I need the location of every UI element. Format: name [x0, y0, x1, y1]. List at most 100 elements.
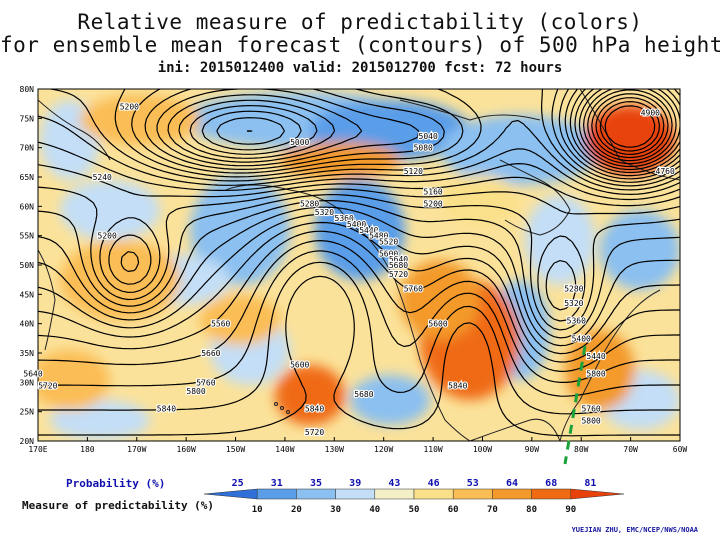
lat-label: 80N [20, 85, 35, 94]
colorbar: 25 31 35 39 43 46 53 64 68 81 10 20 30 40 50 60 70 80 90 [203, 478, 625, 515]
contour-label: 5000 [290, 138, 309, 147]
contour-line [599, 101, 660, 152]
contour-label: 5760 [581, 405, 600, 414]
height-contours [38, 89, 680, 437]
lon-label: 90W [525, 445, 540, 454]
contour-label: 5520 [379, 238, 398, 247]
probability-tick: 68 [545, 478, 557, 489]
probability-title: Probability (%) [66, 477, 166, 490]
lon-label: 70W [623, 445, 638, 454]
lat-label: 60N [20, 202, 35, 211]
title-line-3: ini: 2015012400 valid: 2015012700 fcst: … [157, 60, 563, 76]
contour-line [156, 89, 680, 177]
contour-label: 5840 [157, 405, 176, 414]
contour-line [38, 186, 680, 322]
lon-label: 180 [80, 445, 95, 454]
contour-line [38, 250, 680, 397]
lat-label: 55N [20, 232, 35, 241]
colorbar-segment [203, 488, 258, 500]
contour-line [38, 221, 680, 363]
contour-label: 5440 [359, 226, 378, 235]
contour-line [38, 275, 680, 437]
contour-label: 5120 [404, 167, 423, 176]
contour-line [201, 89, 677, 165]
contour-label: 5760 [404, 284, 423, 293]
lon-label: 110W [423, 445, 442, 454]
contour-line [144, 89, 680, 180]
measure-title: Measure of predictability (%) [22, 499, 215, 512]
contour-line [38, 261, 680, 415]
contour-label: 5240 [93, 173, 112, 182]
lon-label: 160W [177, 445, 196, 454]
contour-label: 5160 [423, 188, 442, 197]
contour-label: 5280 [300, 199, 319, 208]
contour-line [38, 164, 680, 311]
colorbar-segment [413, 488, 454, 500]
lon-label: 80W [574, 445, 589, 454]
contour-line [38, 200, 680, 339]
credit-text: YUEJIAN ZHU, EMC/NCEP/NWS/NOAA [571, 526, 698, 534]
contour-label: 5660 [201, 349, 220, 358]
contour-label: 5720 [389, 270, 408, 279]
probability-tick: 64 [506, 478, 518, 489]
colorbar-segment [374, 488, 415, 500]
lon-label: 130W [325, 445, 344, 454]
lat-label: 35N [20, 349, 35, 358]
probability-tick: 31 [271, 478, 283, 489]
contour-label: 5840 [305, 405, 324, 414]
contour-line [38, 213, 680, 355]
lat-label: 50N [20, 261, 35, 270]
measure-tick: 50 [409, 505, 420, 515]
contour-label: 5760 [196, 378, 215, 387]
lon-label: 100W [473, 445, 492, 454]
contour-label: 5680 [354, 390, 373, 399]
probability-tick: 43 [388, 478, 400, 489]
contour-label: 5200 [98, 232, 117, 241]
probability-tick: 35 [310, 478, 322, 489]
contour-line [246, 93, 669, 159]
contour-label: 4900 [641, 108, 660, 117]
measure-tick: 30 [330, 505, 341, 515]
contour-line [38, 194, 680, 331]
contour-label: 5720 [305, 428, 324, 437]
contour-line [216, 89, 673, 162]
probability-tick: 53 [467, 478, 479, 489]
probability-tick: 39 [349, 478, 361, 489]
title-line-2: for ensemble mean forecast (contours) of… [0, 33, 720, 57]
colorbar-segment [256, 488, 297, 500]
colorbar-segment [492, 488, 532, 500]
contour-line [114, 89, 680, 187]
colorbar-segment [531, 488, 572, 500]
contour-label: 5080 [414, 144, 433, 153]
contour-label: 5320 [564, 299, 583, 308]
contour-line [189, 89, 680, 168]
contour-label: 5600 [379, 249, 398, 258]
lat-label: 20N [20, 437, 35, 446]
contour-label: 5440 [586, 352, 605, 361]
measure-tick: 40 [369, 505, 380, 515]
contour-label: 5840 [448, 381, 467, 390]
contour-line [167, 89, 680, 174]
measure-tick: 60 [448, 505, 459, 515]
lon-label: 170W [127, 445, 146, 454]
contour-label: 5400 [347, 220, 366, 229]
title-line-1: Relative measure of predictability (colo… [77, 10, 643, 34]
lon-label: 150W [226, 445, 245, 454]
contour-label: 5320 [315, 208, 334, 217]
lat-label: 30N [20, 378, 35, 387]
contour-label: 5640 [23, 370, 42, 379]
lon-label: 60W [673, 445, 688, 454]
contour-label: 4760 [656, 167, 675, 176]
probability-tick: 46 [428, 478, 440, 489]
colorbar-segment [452, 488, 493, 500]
measure-tick: 80 [526, 505, 537, 515]
contour-label: 5200 [120, 103, 139, 112]
contour-line [38, 240, 680, 383]
contour-label: 5560 [211, 320, 230, 329]
contour-line [38, 141, 680, 285]
contour-label: 5800 [586, 370, 605, 379]
contour-label: 5720 [38, 381, 57, 390]
lon-label: 140W [275, 445, 294, 454]
contour-label: 5800 [581, 416, 600, 425]
colorbar-segment [570, 488, 625, 500]
